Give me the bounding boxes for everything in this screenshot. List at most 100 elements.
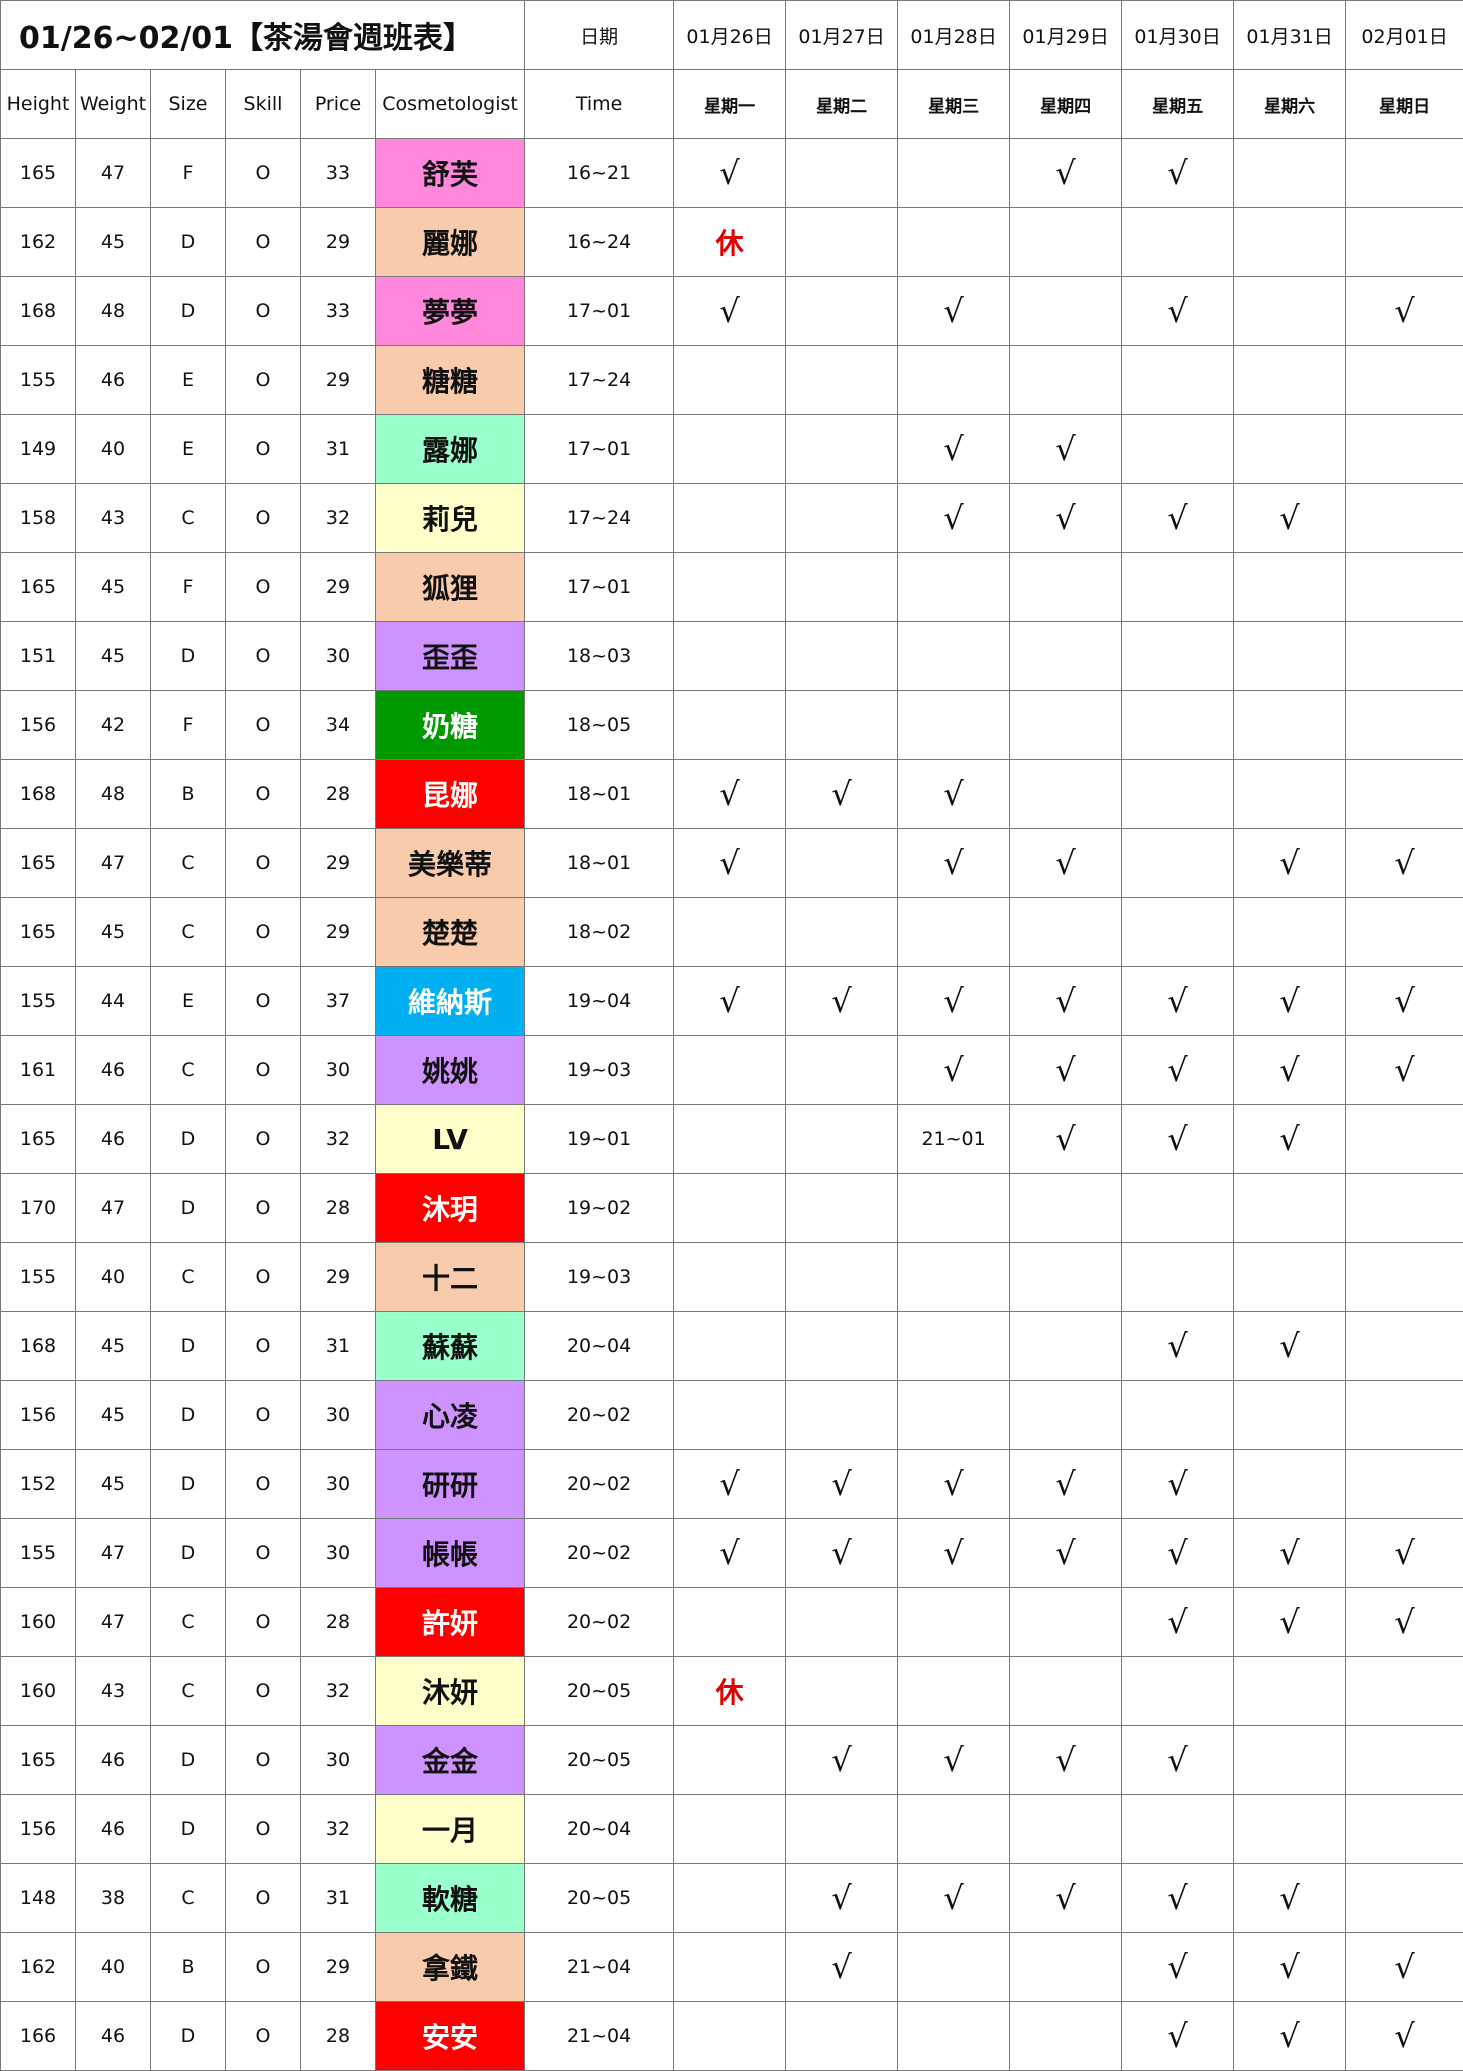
- skill-cell: O: [226, 1588, 301, 1657]
- check-mark: √: [674, 829, 786, 898]
- date-header: 01月28日: [898, 1, 1010, 70]
- day-cell: [1010, 2002, 1122, 2071]
- day-cell: [786, 1036, 898, 1105]
- day-cell: [898, 1243, 1010, 1312]
- check-mark: √: [1234, 1864, 1346, 1933]
- day-cell: [1010, 691, 1122, 760]
- time-cell: 20~02: [525, 1519, 674, 1588]
- cosmetologist-name: 狐狸: [376, 553, 525, 622]
- weight-cell: 48: [76, 277, 151, 346]
- skill-cell: O: [226, 1036, 301, 1105]
- weight-cell: 45: [76, 208, 151, 277]
- day-cell: [898, 1381, 1010, 1450]
- weight-cell: 47: [76, 1174, 151, 1243]
- height-cell: 155: [1, 346, 76, 415]
- skill-cell: O: [226, 1312, 301, 1381]
- day-cell: [1010, 553, 1122, 622]
- cosmetologist-name: 沐妍: [376, 1657, 525, 1726]
- check-mark: √: [1010, 1519, 1122, 1588]
- day-cell: [674, 898, 786, 967]
- time-cell: 19~03: [525, 1036, 674, 1105]
- check-mark: √: [1010, 829, 1122, 898]
- size-cell: B: [151, 760, 226, 829]
- weekday-header: 星期三: [898, 70, 1010, 139]
- skill-cell: O: [226, 2002, 301, 2071]
- skill-cell: O: [226, 622, 301, 691]
- day-cell: [1122, 346, 1234, 415]
- cosmetologist-name: 心凌: [376, 1381, 525, 1450]
- skill-cell: O: [226, 1657, 301, 1726]
- check-mark: √: [1234, 1105, 1346, 1174]
- check-mark: √: [1122, 1105, 1234, 1174]
- check-mark: √: [1122, 1933, 1234, 2002]
- time-cell: 21~04: [525, 1933, 674, 2002]
- weight-cell: 46: [76, 346, 151, 415]
- time-cell: 20~02: [525, 1450, 674, 1519]
- size-cell: C: [151, 1588, 226, 1657]
- height-cell: 168: [1, 760, 76, 829]
- day-cell: [898, 1657, 1010, 1726]
- skill-cell: O: [226, 553, 301, 622]
- weight-cell: 40: [76, 415, 151, 484]
- day-cell: [1122, 208, 1234, 277]
- day-cell: [1122, 691, 1234, 760]
- column-header-time: Time: [525, 70, 674, 139]
- day-cell: [1346, 1726, 1463, 1795]
- size-cell: D: [151, 1726, 226, 1795]
- column-header-skill: Skill: [226, 70, 301, 139]
- day-cell: [1234, 1657, 1346, 1726]
- check-mark: √: [898, 1519, 1010, 1588]
- cosmetologist-name: 金金: [376, 1726, 525, 1795]
- day-cell: [786, 1381, 898, 1450]
- day-cell: [674, 484, 786, 553]
- day-cell: [1234, 760, 1346, 829]
- check-mark: √: [1122, 1519, 1234, 1588]
- skill-cell: O: [226, 208, 301, 277]
- skill-cell: O: [226, 1243, 301, 1312]
- weight-cell: 45: [76, 1381, 151, 1450]
- size-cell: D: [151, 1519, 226, 1588]
- size-cell: C: [151, 1657, 226, 1726]
- day-time-cell: 21~01: [898, 1105, 1010, 1174]
- weight-cell: 45: [76, 553, 151, 622]
- check-mark: √: [1010, 484, 1122, 553]
- skill-cell: O: [226, 1174, 301, 1243]
- height-cell: 160: [1, 1588, 76, 1657]
- day-cell: [898, 2002, 1010, 2071]
- weight-cell: 40: [76, 1243, 151, 1312]
- skill-cell: O: [226, 760, 301, 829]
- check-mark: √: [1122, 484, 1234, 553]
- skill-cell: O: [226, 1726, 301, 1795]
- day-cell: [898, 898, 1010, 967]
- day-cell: [1122, 415, 1234, 484]
- time-cell: 20~05: [525, 1726, 674, 1795]
- cosmetologist-name: 美樂蒂: [376, 829, 525, 898]
- height-cell: 155: [1, 967, 76, 1036]
- day-cell: [1234, 553, 1346, 622]
- height-cell: 165: [1, 1105, 76, 1174]
- height-cell: 168: [1, 1312, 76, 1381]
- day-cell: [1010, 898, 1122, 967]
- day-cell: [1122, 829, 1234, 898]
- skill-cell: O: [226, 484, 301, 553]
- check-mark: √: [674, 967, 786, 1036]
- day-cell: [786, 415, 898, 484]
- cosmetologist-name: 安安: [376, 2002, 525, 2071]
- check-mark: √: [786, 1726, 898, 1795]
- price-cell: 32: [301, 1795, 376, 1864]
- size-cell: D: [151, 1312, 226, 1381]
- size-cell: C: [151, 484, 226, 553]
- day-cell: [1010, 1243, 1122, 1312]
- price-cell: 29: [301, 1243, 376, 1312]
- day-cell: [898, 208, 1010, 277]
- cosmetologist-name: 軟糖: [376, 1864, 525, 1933]
- day-cell: [674, 691, 786, 760]
- weight-cell: 46: [76, 2002, 151, 2071]
- time-cell: 19~04: [525, 967, 674, 1036]
- time-cell: 18~02: [525, 898, 674, 967]
